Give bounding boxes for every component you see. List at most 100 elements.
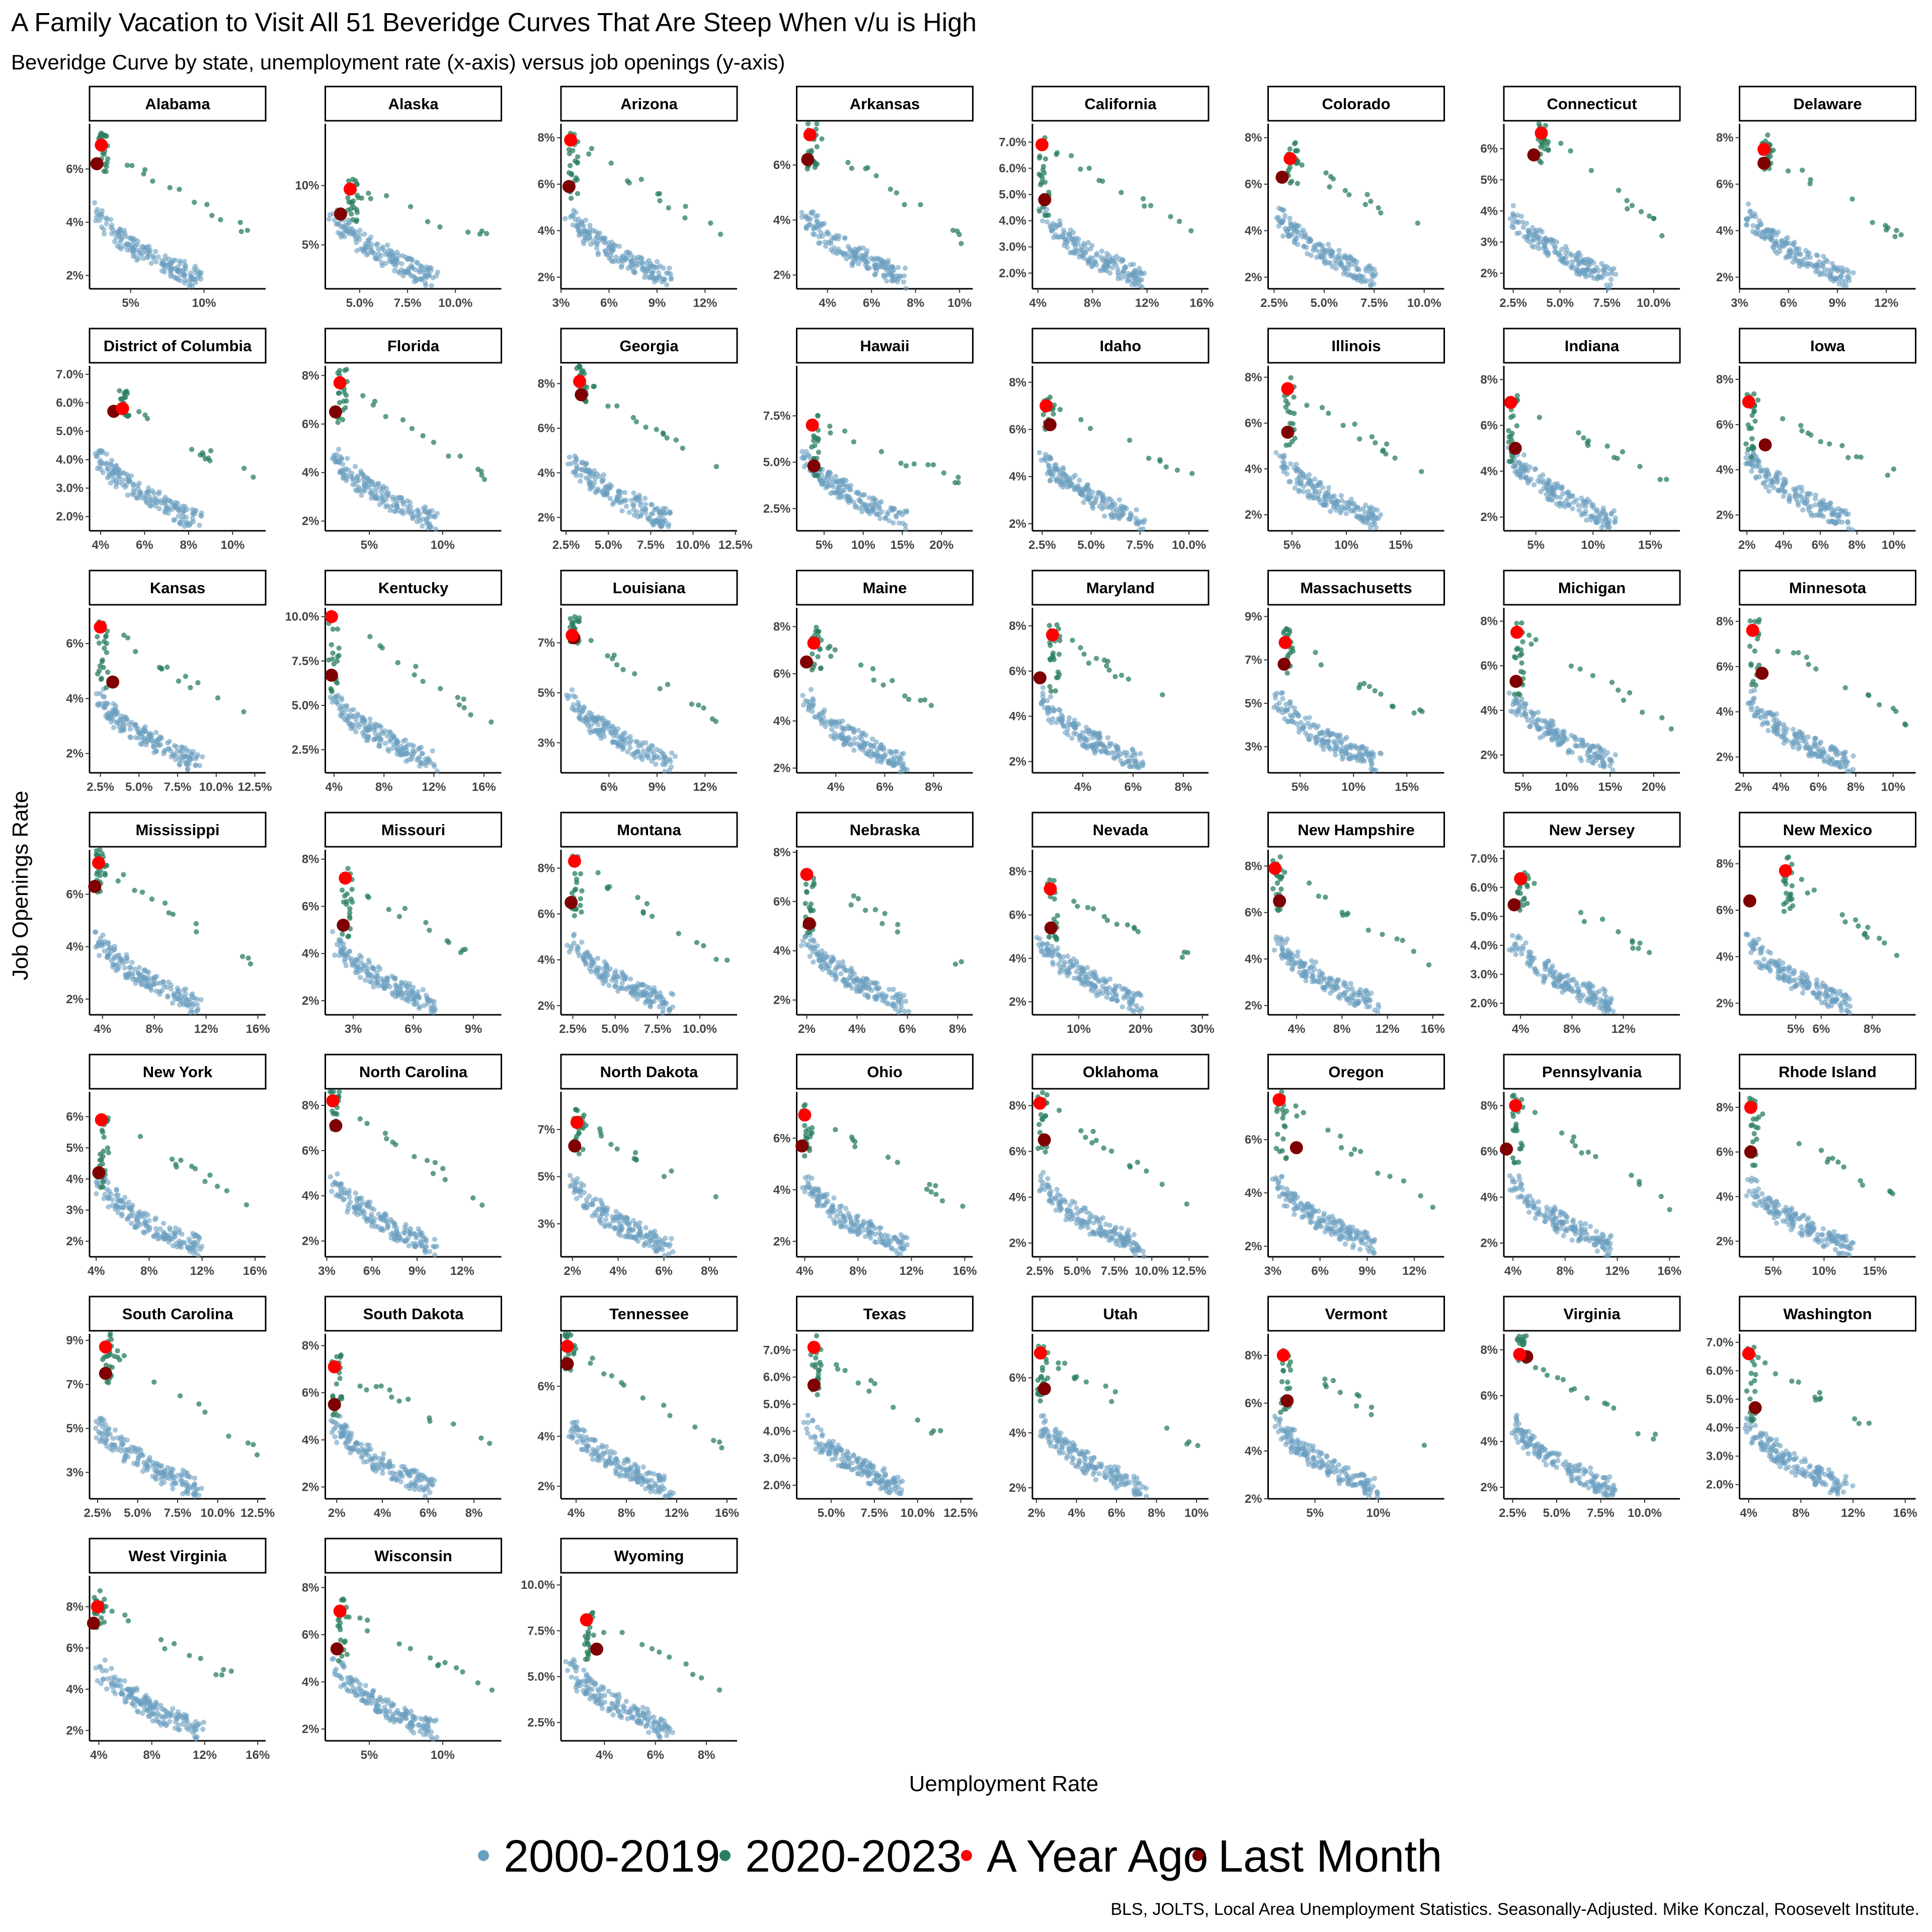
point-2020-2023 (1046, 623, 1053, 628)
point-2000-2019 (1758, 468, 1764, 473)
point-2020-2023 (1798, 423, 1804, 428)
facet-label: Alabama (145, 95, 210, 113)
point-2020-2023 (701, 705, 706, 711)
point-2000-2019 (619, 508, 625, 514)
point-2020-2023 (620, 667, 626, 673)
y-tick-label: 2% (1716, 271, 1734, 284)
point-2000-2019 (1791, 486, 1797, 492)
point-2000-2019 (1308, 238, 1313, 244)
x-tick-label: 10% (1334, 538, 1358, 552)
point-2000-2019 (1075, 240, 1081, 247)
point-2020-2023 (124, 163, 130, 168)
strip-box (1503, 86, 1681, 122)
point-2000-2019 (1131, 262, 1137, 267)
point-2000-2019 (612, 739, 617, 745)
point-2020-2023 (1292, 141, 1298, 146)
point-2000-2019 (176, 513, 182, 519)
point-2020-2023 (345, 207, 351, 213)
point-2000-2019 (1330, 731, 1335, 737)
point-2000-2019 (1072, 720, 1078, 727)
point-2000-2019 (1758, 233, 1764, 239)
point-2000-2019 (1348, 508, 1354, 514)
point-2000-2019 (831, 235, 837, 240)
point-2000-2019 (1839, 278, 1845, 283)
point-2020-2023 (142, 412, 148, 418)
point-2020-2023 (638, 177, 644, 182)
point-2000-2019 (646, 265, 651, 271)
point-2000-2019 (1360, 274, 1366, 280)
point-2020-2023 (958, 240, 964, 247)
point-2000-2019 (125, 492, 130, 498)
point-2000-2019 (175, 267, 181, 273)
point-2000-2019 (874, 750, 880, 756)
point-2000-2019 (801, 455, 807, 461)
point-2000-2019 (1552, 249, 1558, 255)
point-2020-2023 (438, 686, 443, 691)
point-2000-2019 (385, 242, 390, 248)
point-2020-2023 (1081, 651, 1087, 657)
point-2000-2019 (113, 703, 119, 709)
point-2000-2019 (831, 245, 837, 251)
point-2020-2023 (1748, 454, 1754, 460)
point-2000-2019 (1323, 500, 1329, 506)
point-2000-2019 (331, 696, 336, 702)
point-2000-2019 (420, 751, 425, 757)
point-2000-2019 (1535, 234, 1541, 240)
point-2000-2019 (418, 745, 424, 750)
point-2000-2019 (1090, 489, 1095, 495)
point-2020-2023 (96, 640, 102, 646)
point-year-ago (573, 375, 587, 388)
point-2000-2019 (174, 744, 179, 750)
point-2000-2019 (1824, 272, 1830, 278)
point-2020-2023 (133, 649, 138, 655)
point-2000-2019 (1820, 262, 1826, 268)
point-2000-2019 (1305, 493, 1311, 499)
point-2000-2019 (101, 231, 107, 237)
point-2020-2023 (842, 428, 848, 434)
point-2000-2019 (373, 489, 379, 494)
point-2000-2019 (892, 277, 898, 283)
point-2000-2019 (1771, 485, 1777, 491)
point-2020-2023 (1419, 469, 1424, 474)
point-2000-2019 (1750, 213, 1755, 219)
point-2020-2023 (579, 368, 584, 374)
point-2000-2019 (1069, 735, 1075, 741)
point-2000-2019 (879, 509, 885, 515)
point-2000-2019 (1115, 512, 1121, 518)
point-2020-2023 (1069, 153, 1074, 158)
point-2020-2023 (1514, 423, 1520, 429)
point-2020-2023 (215, 695, 221, 701)
point-2020-2023 (632, 671, 637, 677)
point-2020-2023 (1292, 435, 1298, 441)
point-2000-2019 (1115, 270, 1121, 275)
point-2000-2019 (610, 723, 615, 729)
point-2020-2023 (1285, 401, 1291, 407)
point-last-month (334, 207, 347, 221)
point-2000-2019 (417, 267, 423, 273)
point-2000-2019 (576, 703, 582, 708)
x-tick-label: 4% (827, 780, 845, 794)
point-2020-2023 (1751, 391, 1757, 397)
point-2020-2023 (189, 447, 195, 452)
y-tick-label: 8% (1009, 619, 1026, 633)
point-2000-2019 (353, 729, 359, 735)
point-2000-2019 (1525, 227, 1531, 233)
point-2000-2019 (355, 711, 360, 717)
point-2000-2019 (1071, 235, 1077, 242)
point-2020-2023 (1148, 203, 1154, 208)
point-2020-2023 (408, 204, 414, 209)
point-2000-2019 (335, 693, 341, 698)
facet-label: Kentucky (378, 579, 449, 597)
point-2020-2023 (1647, 213, 1652, 219)
point-2000-2019 (864, 248, 870, 254)
point-2000-2019 (353, 487, 359, 493)
point-2020-2023 (1112, 674, 1118, 679)
point-2000-2019 (638, 255, 644, 260)
point-last-month (1038, 193, 1052, 206)
point-2000-2019 (1099, 506, 1105, 512)
point-2000-2019 (651, 751, 657, 757)
y-tick-label: 2.5% (292, 743, 319, 757)
point-2000-2019 (901, 279, 907, 285)
point-2020-2023 (925, 462, 931, 467)
point-2020-2023 (713, 718, 718, 725)
